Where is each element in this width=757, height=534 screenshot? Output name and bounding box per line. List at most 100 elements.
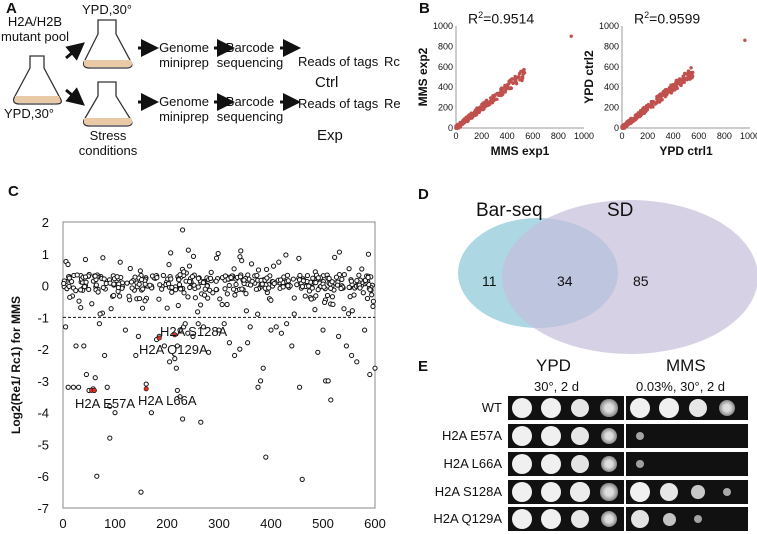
data-point [642,107,646,111]
bottom-condition: Stress conditions [78,128,138,158]
x-tick-label: 400 [666,131,681,141]
data-point [283,252,289,258]
data-point [213,278,219,284]
x-axis-label: YPD ctrl1 [659,144,713,158]
data-point [364,295,371,302]
data-point [78,305,84,311]
data-point [457,124,461,129]
data-point [122,327,129,333]
data-point [276,259,282,265]
data-point [478,105,482,109]
data-point [313,293,319,299]
yeast-spot [600,399,618,417]
data-point [495,97,499,101]
data-point [300,278,306,284]
data-point [95,289,101,295]
data-point [177,327,183,333]
data-point [520,75,524,80]
data-point [213,255,220,261]
y-tick-label: 400 [438,82,453,92]
data-point [367,371,373,378]
data-point [112,410,118,416]
data-point [200,279,206,286]
data-point [328,397,334,403]
data-point [330,301,336,308]
data-point [284,272,291,278]
data-point [642,110,647,115]
yeast-spot [541,482,561,502]
data-point [92,273,98,279]
highlighted-point [156,335,162,341]
data-point [258,378,264,384]
x-tick-label: 200 [640,131,655,141]
start-condition: YPD,30° [4,106,55,121]
r2-right: R2=0.9599 [634,10,701,27]
x-tick-label: 0 [59,516,66,531]
data-point [228,274,234,281]
data-point [285,278,291,284]
data-point [195,321,201,327]
data-point [61,280,67,287]
data-point [308,296,314,302]
data-point [329,279,335,285]
data-point [336,249,342,255]
y-tick-label: 0 [42,279,49,294]
data-point [461,122,465,126]
data-point [324,292,331,299]
ctrl-label: Ctrl [315,74,339,91]
data-point [505,83,509,87]
data-point [315,287,321,293]
data-point [339,276,345,282]
y-tick-label: -3 [37,374,49,389]
yeast-spot [693,514,703,524]
data-point [299,476,305,482]
yeast-spot [630,398,650,418]
data-point [195,284,201,290]
data-point [470,115,474,119]
data-point [688,70,692,75]
data-point [66,275,72,281]
data-point [465,118,470,122]
data-point [332,254,338,260]
data-point [127,265,133,272]
data-point [135,333,141,339]
data-point [241,277,247,283]
panel-label-c: C [8,183,19,200]
data-point [271,280,277,287]
data-point [157,282,163,288]
data-point [370,298,376,304]
data-point [660,98,664,102]
data-point [161,343,167,349]
yeast-spot [688,398,708,418]
x-axis-label: MMS exp1 [491,144,550,158]
data-point [315,349,321,355]
data-point [499,87,503,91]
data-point [669,83,673,87]
data-point [345,311,352,317]
data-point [359,266,365,272]
y-tick-label: 600 [604,62,619,72]
data-point [74,272,80,278]
data-point [674,84,679,89]
data-point [73,343,79,349]
data-point [259,281,265,287]
data-point [631,119,635,124]
yeast-spot [600,427,618,445]
data-point [661,89,666,94]
strain-label: H2A S128A [434,484,502,499]
y-tick-label: -2 [37,342,49,357]
yeast-spot [630,482,650,502]
data-point [167,359,173,365]
flow-arrows [65,39,301,111]
data-point [336,333,342,339]
x-tick-label: 100 [104,516,126,531]
data-point [260,365,266,371]
data-point [176,277,182,283]
y-tick-label: 200 [438,103,453,113]
data-point [221,321,227,327]
data-point [354,359,360,365]
data-point [226,282,232,289]
highlighted-point [91,387,97,393]
y-tick-label: 600 [438,62,453,72]
data-point [253,286,259,292]
